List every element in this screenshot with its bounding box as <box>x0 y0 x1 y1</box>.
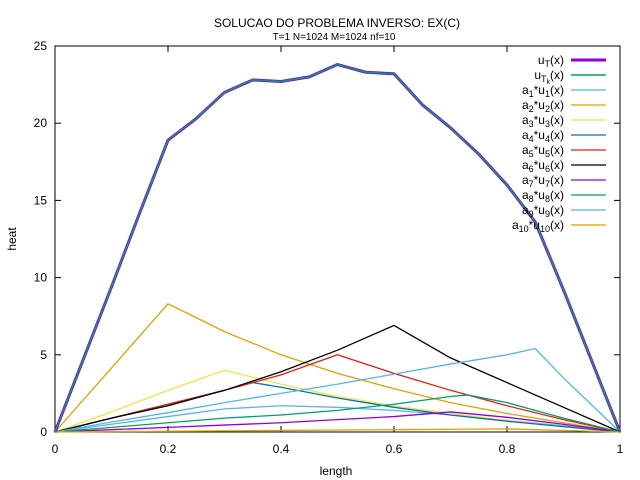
x-tick-label: 0.6 <box>386 442 403 456</box>
legend: uT(x)uTk(x)a1*u1(x)a2*u2(x)a3*u3(x)a4*u4… <box>512 53 606 234</box>
series-line-a8 <box>54 394 621 433</box>
x-tick-label: 0.2 <box>160 442 177 456</box>
legend-label-a9: a9*u9(x) <box>522 203 564 219</box>
legend-label-a4: a4*u4(x) <box>522 128 564 144</box>
legend-label-a6: a6*u6(x) <box>522 158 564 174</box>
series-group <box>53 63 622 433</box>
x-tick-label: 0 <box>52 442 59 456</box>
legend-label-uT: uT(x) <box>538 53 564 69</box>
y-tick-label: 25 <box>34 39 48 53</box>
legend-label-a1: a1*u1(x) <box>522 83 564 99</box>
series-line-a9 <box>54 347 621 433</box>
legend-label-a5: a5*u5(x) <box>522 143 564 159</box>
legend-label-a10: a10*u10(x) <box>512 218 564 234</box>
legend-label-a8: a8*u8(x) <box>522 188 564 204</box>
chart-subtitle: T=1 N=1024 M=1024 nf=10 <box>273 32 396 43</box>
legend-label-uTk: uTk(x) <box>534 68 564 86</box>
y-tick-label: 15 <box>34 193 48 207</box>
plot-frame <box>54 45 621 433</box>
y-tick-label: 20 <box>34 116 48 130</box>
y-tick-label: 10 <box>34 271 48 285</box>
series-line-a2 <box>54 303 621 433</box>
series-line-a7 <box>54 411 621 433</box>
x-tick-label: 1 <box>617 442 624 456</box>
y-tick-label: 5 <box>40 348 47 362</box>
series-line-a10 <box>54 428 621 433</box>
legend-label-a7: a7*u7(x) <box>522 173 564 189</box>
legend-label-a3: a3*u3(x) <box>522 113 564 129</box>
chart-title: SOLUCAO DO PROBLEMA INVERSO: EX(C) <box>214 16 460 30</box>
x-tick-label: 0.4 <box>273 442 290 456</box>
x-tick-label: 0.8 <box>499 442 516 456</box>
y-axis: 0 5 10 15 20 25 <box>34 39 620 439</box>
x-axis: 0 0.2 0.4 0.6 0.8 1 <box>52 46 624 456</box>
x-axis-label: length <box>320 464 353 478</box>
y-tick-label: 0 <box>40 425 47 439</box>
series-line-uTk <box>54 63 621 433</box>
legend-label-a2: a2*u2(x) <box>522 98 564 114</box>
series-line-a5 <box>54 354 621 433</box>
series-line-a6 <box>54 324 621 433</box>
y-axis-label: heat <box>5 227 19 251</box>
